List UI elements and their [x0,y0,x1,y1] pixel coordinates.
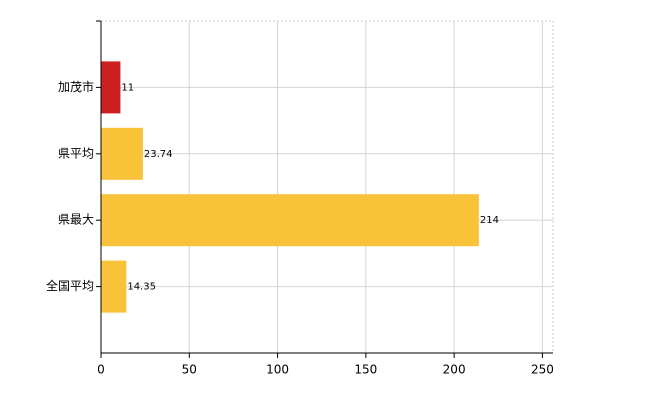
x-tick-label: 150 [354,363,377,377]
bar [101,260,127,313]
bar [101,127,143,180]
y-tick-label: 加茂市 [58,79,94,94]
value-label: 23.74 [144,149,173,160]
y-tick-label: 県平均 [58,146,94,160]
x-tick-label: 200 [443,363,466,377]
value-label: 14.35 [127,282,156,293]
y-tick-label: 県最大 [58,213,94,227]
x-tick-label: 0 [97,363,105,377]
x-tick-label: 250 [531,363,554,377]
x-tick-label: 100 [266,363,289,377]
y-tick-label: 全国平均 [46,278,94,293]
x-tick-label: 50 [182,363,197,377]
value-label: 214 [480,215,499,226]
bar [101,194,479,247]
bar [101,61,121,114]
value-label: 11 [121,82,134,93]
